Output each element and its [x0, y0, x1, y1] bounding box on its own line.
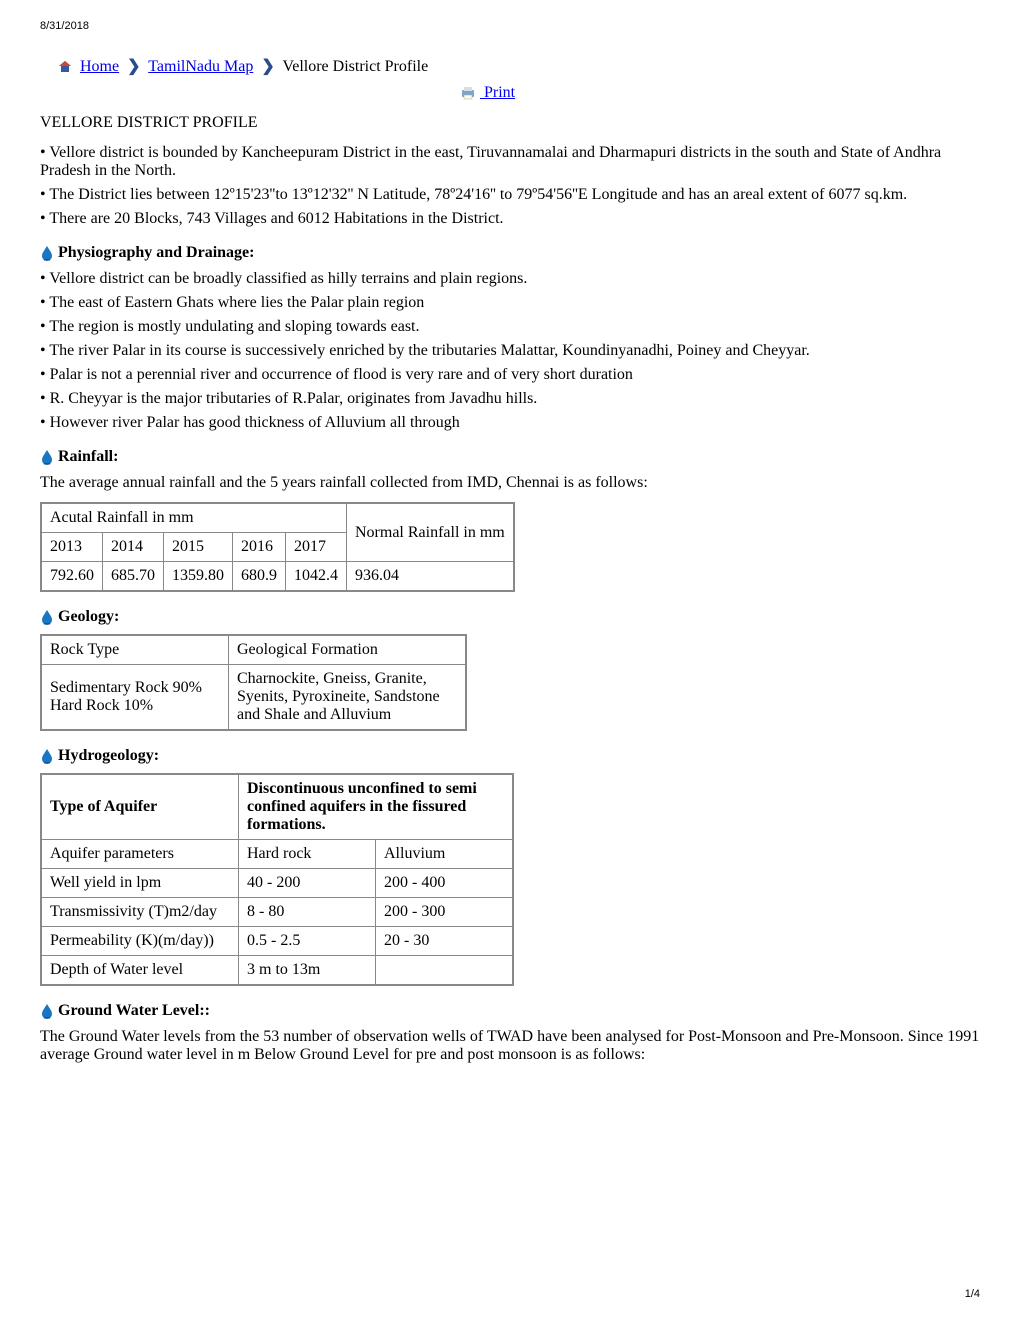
table-cell: Sedimentary Rock 90% Hard Rock 10% [41, 665, 229, 731]
breadcrumb-current: Vellore District Profile [282, 58, 428, 75]
table-cell: 685.70 [103, 562, 164, 592]
table-cell: 936.04 [347, 562, 514, 592]
heading-text: Rainfall: [58, 448, 118, 465]
breadcrumb-home[interactable]: Home [80, 58, 119, 75]
table-header: Normal Rainfall in mm [347, 503, 514, 562]
physio-bullets: • Vellore district can be broadly classi… [40, 270, 980, 432]
table-cell: Transmissivity (T)m2/day [41, 898, 239, 927]
page-title: VELLORE DISTRICT PROFILE [40, 114, 980, 132]
bullet-item: • Vellore district is bounded by Kanchee… [40, 144, 980, 180]
table-cell: 2016 [233, 533, 286, 562]
table-cell: Hard rock [239, 840, 376, 869]
section-heading-gwl: Ground Water Level:: [40, 1002, 980, 1020]
table-cell: 2013 [41, 533, 103, 562]
table-cell: 1359.80 [164, 562, 233, 592]
table-row: Transmissivity (T)m2/day 8 - 80 200 - 30… [41, 898, 513, 927]
table-cell: Charnockite, Gneiss, Granite, Syenits, P… [229, 665, 467, 731]
table-header: Geological Formation [229, 635, 467, 665]
table-cell: Depth of Water level [41, 956, 239, 986]
chevron-icon: ❯ [127, 58, 140, 75]
bullet-item: • The region is mostly undulating and sl… [40, 318, 980, 336]
heading-text: Physiography and Drainage: [58, 244, 254, 261]
table-row: Aquifer parameters Hard rock Alluvium [41, 840, 513, 869]
geology-table: Rock Type Geological Formation Sedimenta… [40, 634, 467, 731]
table-cell: 200 - 400 [376, 869, 514, 898]
section-heading-hydro: Hydrogeology: [40, 747, 980, 765]
gwl-intro: The Ground Water levels from the 53 numb… [40, 1028, 980, 1064]
rainfall-intro: The average annual rainfall and the 5 ye… [40, 474, 980, 492]
table-cell: 1042.4 [286, 562, 347, 592]
page-date: 8/31/2018 [40, 20, 980, 32]
bullet-item: • The river Palar in its course is succe… [40, 342, 980, 360]
table-header: Acutal Rainfall in mm [41, 503, 347, 533]
table-cell: Permeability (K)(m/day)) [41, 927, 239, 956]
printer-icon [460, 85, 476, 101]
home-icon [58, 60, 72, 74]
table-cell: 40 - 200 [239, 869, 376, 898]
table-cell: 20 - 30 [376, 927, 514, 956]
drop-icon [40, 245, 54, 261]
bullet-item: • There are 20 Blocks, 743 Villages and … [40, 210, 980, 228]
table-row: Permeability (K)(m/day)) 0.5 - 2.5 20 - … [41, 927, 513, 956]
table-cell [376, 956, 514, 986]
bullet-item: • Vellore district can be broadly classi… [40, 270, 980, 288]
table-cell: Well yield in lpm [41, 869, 239, 898]
section-heading-rainfall: Rainfall: [40, 448, 980, 466]
drop-icon [40, 1003, 54, 1019]
bullet-item: • The District lies between 12º15'23''to… [40, 186, 980, 204]
intro-bullets: • Vellore district is bounded by Kanchee… [40, 144, 980, 228]
section-heading-physio: Physiography and Drainage: [40, 244, 980, 262]
bullet-item: • The east of Eastern Ghats where lies t… [40, 294, 980, 312]
table-cell: 0.5 - 2.5 [239, 927, 376, 956]
table-header: Discontinuous unconfined to semi confine… [239, 774, 514, 840]
breadcrumb: Home ❯ TamilNadu Map ❯ Vellore District … [58, 56, 980, 76]
rainfall-table: Acutal Rainfall in mm Normal Rainfall in… [40, 502, 515, 592]
chevron-icon: ❯ [261, 58, 274, 75]
bullet-item: • However river Palar has good thickness… [40, 414, 980, 432]
table-cell: 200 - 300 [376, 898, 514, 927]
bullet-item: • Palar is not a perennial river and occ… [40, 366, 980, 384]
table-header: Rock Type [41, 635, 229, 665]
table-cell: 2014 [103, 533, 164, 562]
table-cell: 2015 [164, 533, 233, 562]
heading-text: Ground Water Level:: [58, 1002, 210, 1019]
drop-icon [40, 449, 54, 465]
section-heading-geology: Geology: [40, 608, 980, 626]
drop-icon [40, 609, 54, 625]
page-number: 1/4 [965, 1288, 980, 1300]
drop-icon [40, 748, 54, 764]
table-row: Depth of Water level 3 m to 13m [41, 956, 513, 986]
heading-text: Geology: [58, 608, 119, 625]
print-link[interactable]: Print [480, 84, 515, 101]
table-cell: Alluvium [376, 840, 514, 869]
table-cell: 792.60 [41, 562, 103, 592]
table-cell: 2017 [286, 533, 347, 562]
bullet-item: • R. Cheyyar is the major tributaries of… [40, 390, 980, 408]
table-cell: 8 - 80 [239, 898, 376, 927]
hydro-table: Type of Aquifer Discontinuous unconfined… [40, 773, 514, 986]
breadcrumb-map[interactable]: TamilNadu Map [148, 58, 253, 75]
heading-text: Hydrogeology: [58, 747, 159, 764]
table-header: Type of Aquifer [41, 774, 239, 840]
table-cell: Aquifer parameters [41, 840, 239, 869]
print-control: Print [460, 84, 980, 102]
table-cell: 3 m to 13m [239, 956, 376, 986]
table-cell: 680.9 [233, 562, 286, 592]
table-row: Well yield in lpm 40 - 200 200 - 400 [41, 869, 513, 898]
